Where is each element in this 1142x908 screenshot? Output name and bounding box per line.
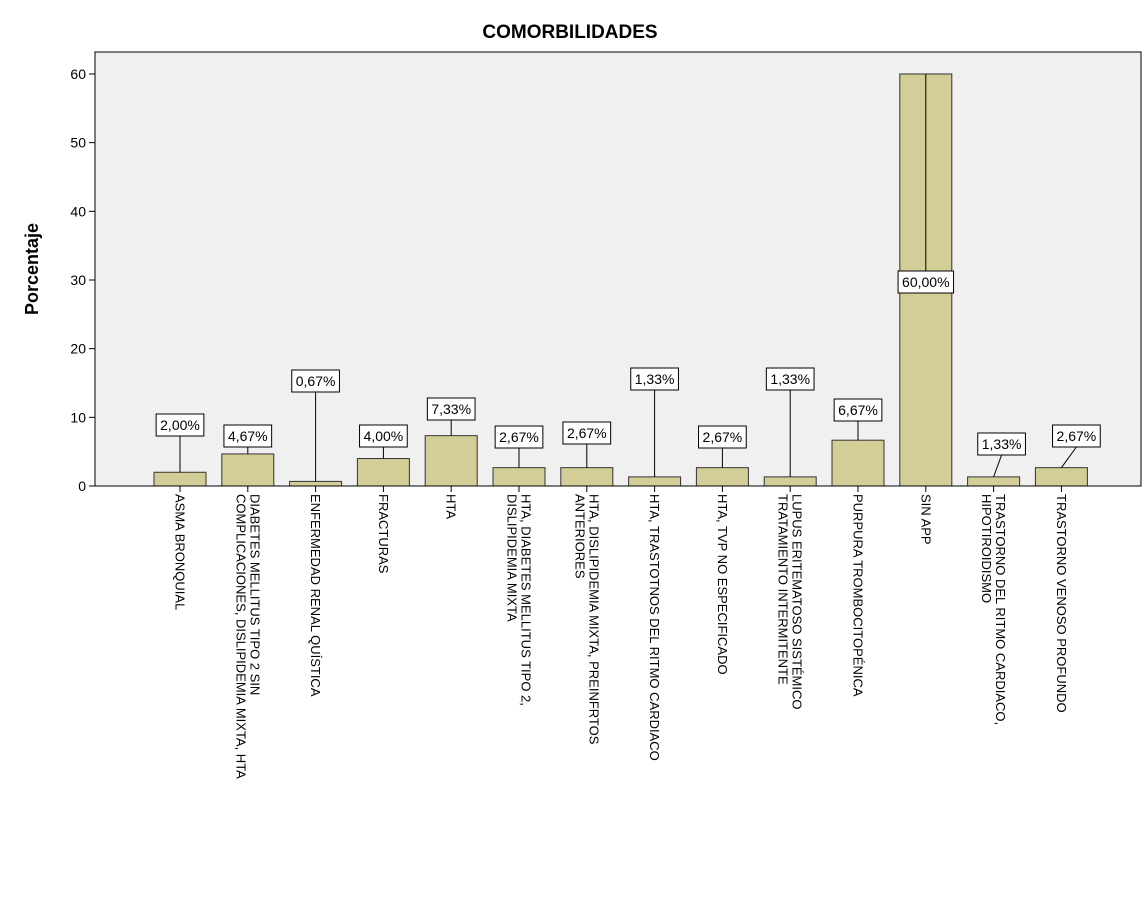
value-label-text: 2,67% [703, 429, 743, 445]
bar [356, 458, 410, 487]
x-tick-label: HTA, TVP NO ESPECIFICADO [715, 494, 730, 675]
value-label-text: 4,67% [228, 428, 268, 444]
x-tick-label: HTA, TRASTOTNOS DEL RITMO CARDIACO [647, 494, 662, 761]
chart-title: COMORBILIDADES [482, 22, 657, 43]
value-label-text: 6,67% [838, 402, 878, 418]
value-label-box [630, 367, 679, 391]
value-label-text: 2,67% [567, 425, 607, 441]
value-label: 4,67% [223, 424, 273, 448]
value-label-text: 1,33% [770, 371, 810, 387]
bar [1034, 467, 1088, 487]
x-tick-label: SIN APP [918, 494, 933, 545]
value-label-box [977, 432, 1026, 456]
value-label: 0,67% [291, 369, 340, 393]
value-label: 1,33% [977, 432, 1026, 456]
bar [628, 476, 682, 487]
value-label-box [897, 270, 955, 294]
value-label-box [155, 413, 205, 437]
value-label-text: 0,67% [296, 373, 336, 389]
value-label-text: 4,00% [364, 428, 404, 444]
y-tick-label: 10 [70, 409, 86, 425]
y-tick-label: 20 [70, 341, 86, 357]
value-label: 2,67% [494, 425, 544, 449]
bar [221, 453, 275, 487]
value-label: 1,33% [765, 367, 815, 391]
value-label: 2,67% [562, 421, 612, 445]
y-tick-label: 60 [70, 66, 86, 82]
bar [967, 476, 1021, 487]
value-label-text: 2,00% [160, 417, 200, 433]
x-tick-label: TRASTORNO VENOSO PROFUNDO [1054, 494, 1069, 713]
x-tick-label: PURPURA TROMBOCITOPÉNICA [851, 494, 866, 697]
value-label-box [359, 424, 408, 448]
bar [492, 467, 546, 487]
x-tick-label: FRACTURAS [376, 494, 391, 574]
value-label-box [698, 425, 747, 449]
value-label-text: 60,00% [902, 274, 949, 290]
x-tick-label: HTA [444, 494, 459, 519]
value-label-box [494, 425, 544, 449]
x-tick-label: ENFERMEDAD RENAL QUÍSTICA [308, 494, 323, 697]
x-tick-label: HTA, DISLIPIDEMIA MIXTA, PREINFRTOSANTER… [572, 494, 601, 745]
y-tick-label: 30 [70, 272, 86, 288]
x-tick-label: TRASTORNO DEL RITMO CARDIACO,HIPOTIROIDI… [979, 494, 1008, 725]
value-label-box [1052, 424, 1101, 448]
bar [289, 480, 343, 487]
y-axis-label: Porcentaje [22, 223, 42, 315]
value-label: 2,00% [155, 413, 205, 437]
value-label-text: 7,33% [431, 401, 471, 417]
x-tick-label: DIABETES MELLITUS TIPO 2 SINCOMPLICACION… [233, 494, 262, 779]
value-label-text: 1,33% [982, 436, 1022, 452]
plot-area [94, 51, 1142, 487]
leader-line [1060, 446, 1077, 468]
y-tick-label: 0 [78, 478, 86, 494]
bar [695, 467, 749, 487]
x-tick-label: LUPUS ERITEMATOSO SISTÉMICOTRATAMIENTO I… [776, 494, 805, 710]
value-label: 1,33% [630, 367, 679, 391]
y-tick-label: 40 [70, 203, 86, 219]
bar [153, 471, 207, 487]
value-label-box [223, 424, 273, 448]
value-label: 60,00% [897, 270, 955, 294]
value-label-box [291, 369, 340, 393]
value-label: 2,67% [1052, 424, 1101, 448]
value-label-box [765, 367, 815, 391]
leader-line [993, 454, 1003, 478]
bar [424, 435, 478, 487]
value-label: 2,67% [698, 425, 747, 449]
x-tick-label: ASMA BRONQUIAL [173, 494, 188, 610]
x-tick-label: HTA, DIABETES MELLITUS TIPO 2,DISLIPIDEM… [505, 494, 534, 706]
value-label-text: 2,67% [1057, 428, 1097, 444]
value-label-box [426, 397, 476, 421]
bar [763, 476, 817, 487]
value-label: 4,00% [359, 424, 408, 448]
value-label: 6,67% [833, 398, 883, 422]
value-label-box [562, 421, 612, 445]
bar [560, 467, 614, 487]
y-tick-label: 50 [70, 135, 86, 151]
value-label-text: 2,67% [499, 429, 539, 445]
bar [831, 439, 885, 487]
value-label-text: 1,33% [635, 371, 675, 387]
value-label: 7,33% [426, 397, 476, 421]
value-label-box [833, 398, 883, 422]
